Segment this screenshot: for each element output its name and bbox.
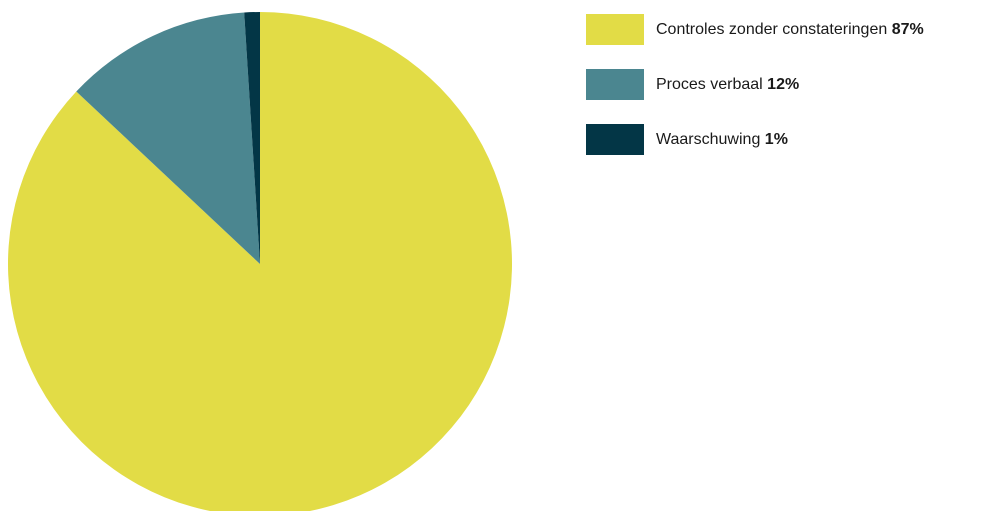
legend-swatch-proces-verbaal bbox=[586, 69, 644, 100]
legend-swatch-controles bbox=[586, 14, 644, 45]
legend-percentage: 12% bbox=[767, 75, 800, 93]
legend-label-text: Waarschuwing bbox=[656, 130, 761, 148]
legend-item-waarschuwing: Waarschuwing 1% bbox=[586, 124, 924, 155]
chart-legend: Controles zonder constateringen 87% Proc… bbox=[586, 14, 924, 179]
pie-chart bbox=[8, 12, 512, 511]
pie-slice-proces-verbaal bbox=[76, 12, 261, 264]
pie-slice-waarschuwing bbox=[244, 12, 260, 264]
pie-slice-controles-zonder-constateringen bbox=[8, 12, 512, 511]
legend-label-controles: Controles zonder constateringen 87% bbox=[656, 20, 924, 40]
legend-swatch-waarschuwing bbox=[586, 124, 644, 155]
legend-percentage: 87% bbox=[891, 20, 924, 38]
legend-label-proces-verbaal: Proces verbaal 12% bbox=[656, 75, 799, 95]
legend-item-proces-verbaal: Proces verbaal 12% bbox=[586, 69, 924, 100]
legend-label-text: Controles zonder constateringen bbox=[656, 20, 888, 38]
legend-label-text: Proces verbaal bbox=[656, 75, 763, 93]
legend-percentage: 1% bbox=[764, 130, 788, 148]
legend-label-waarschuwing: Waarschuwing 1% bbox=[656, 130, 788, 150]
legend-item-controles: Controles zonder constateringen 87% bbox=[586, 14, 924, 45]
